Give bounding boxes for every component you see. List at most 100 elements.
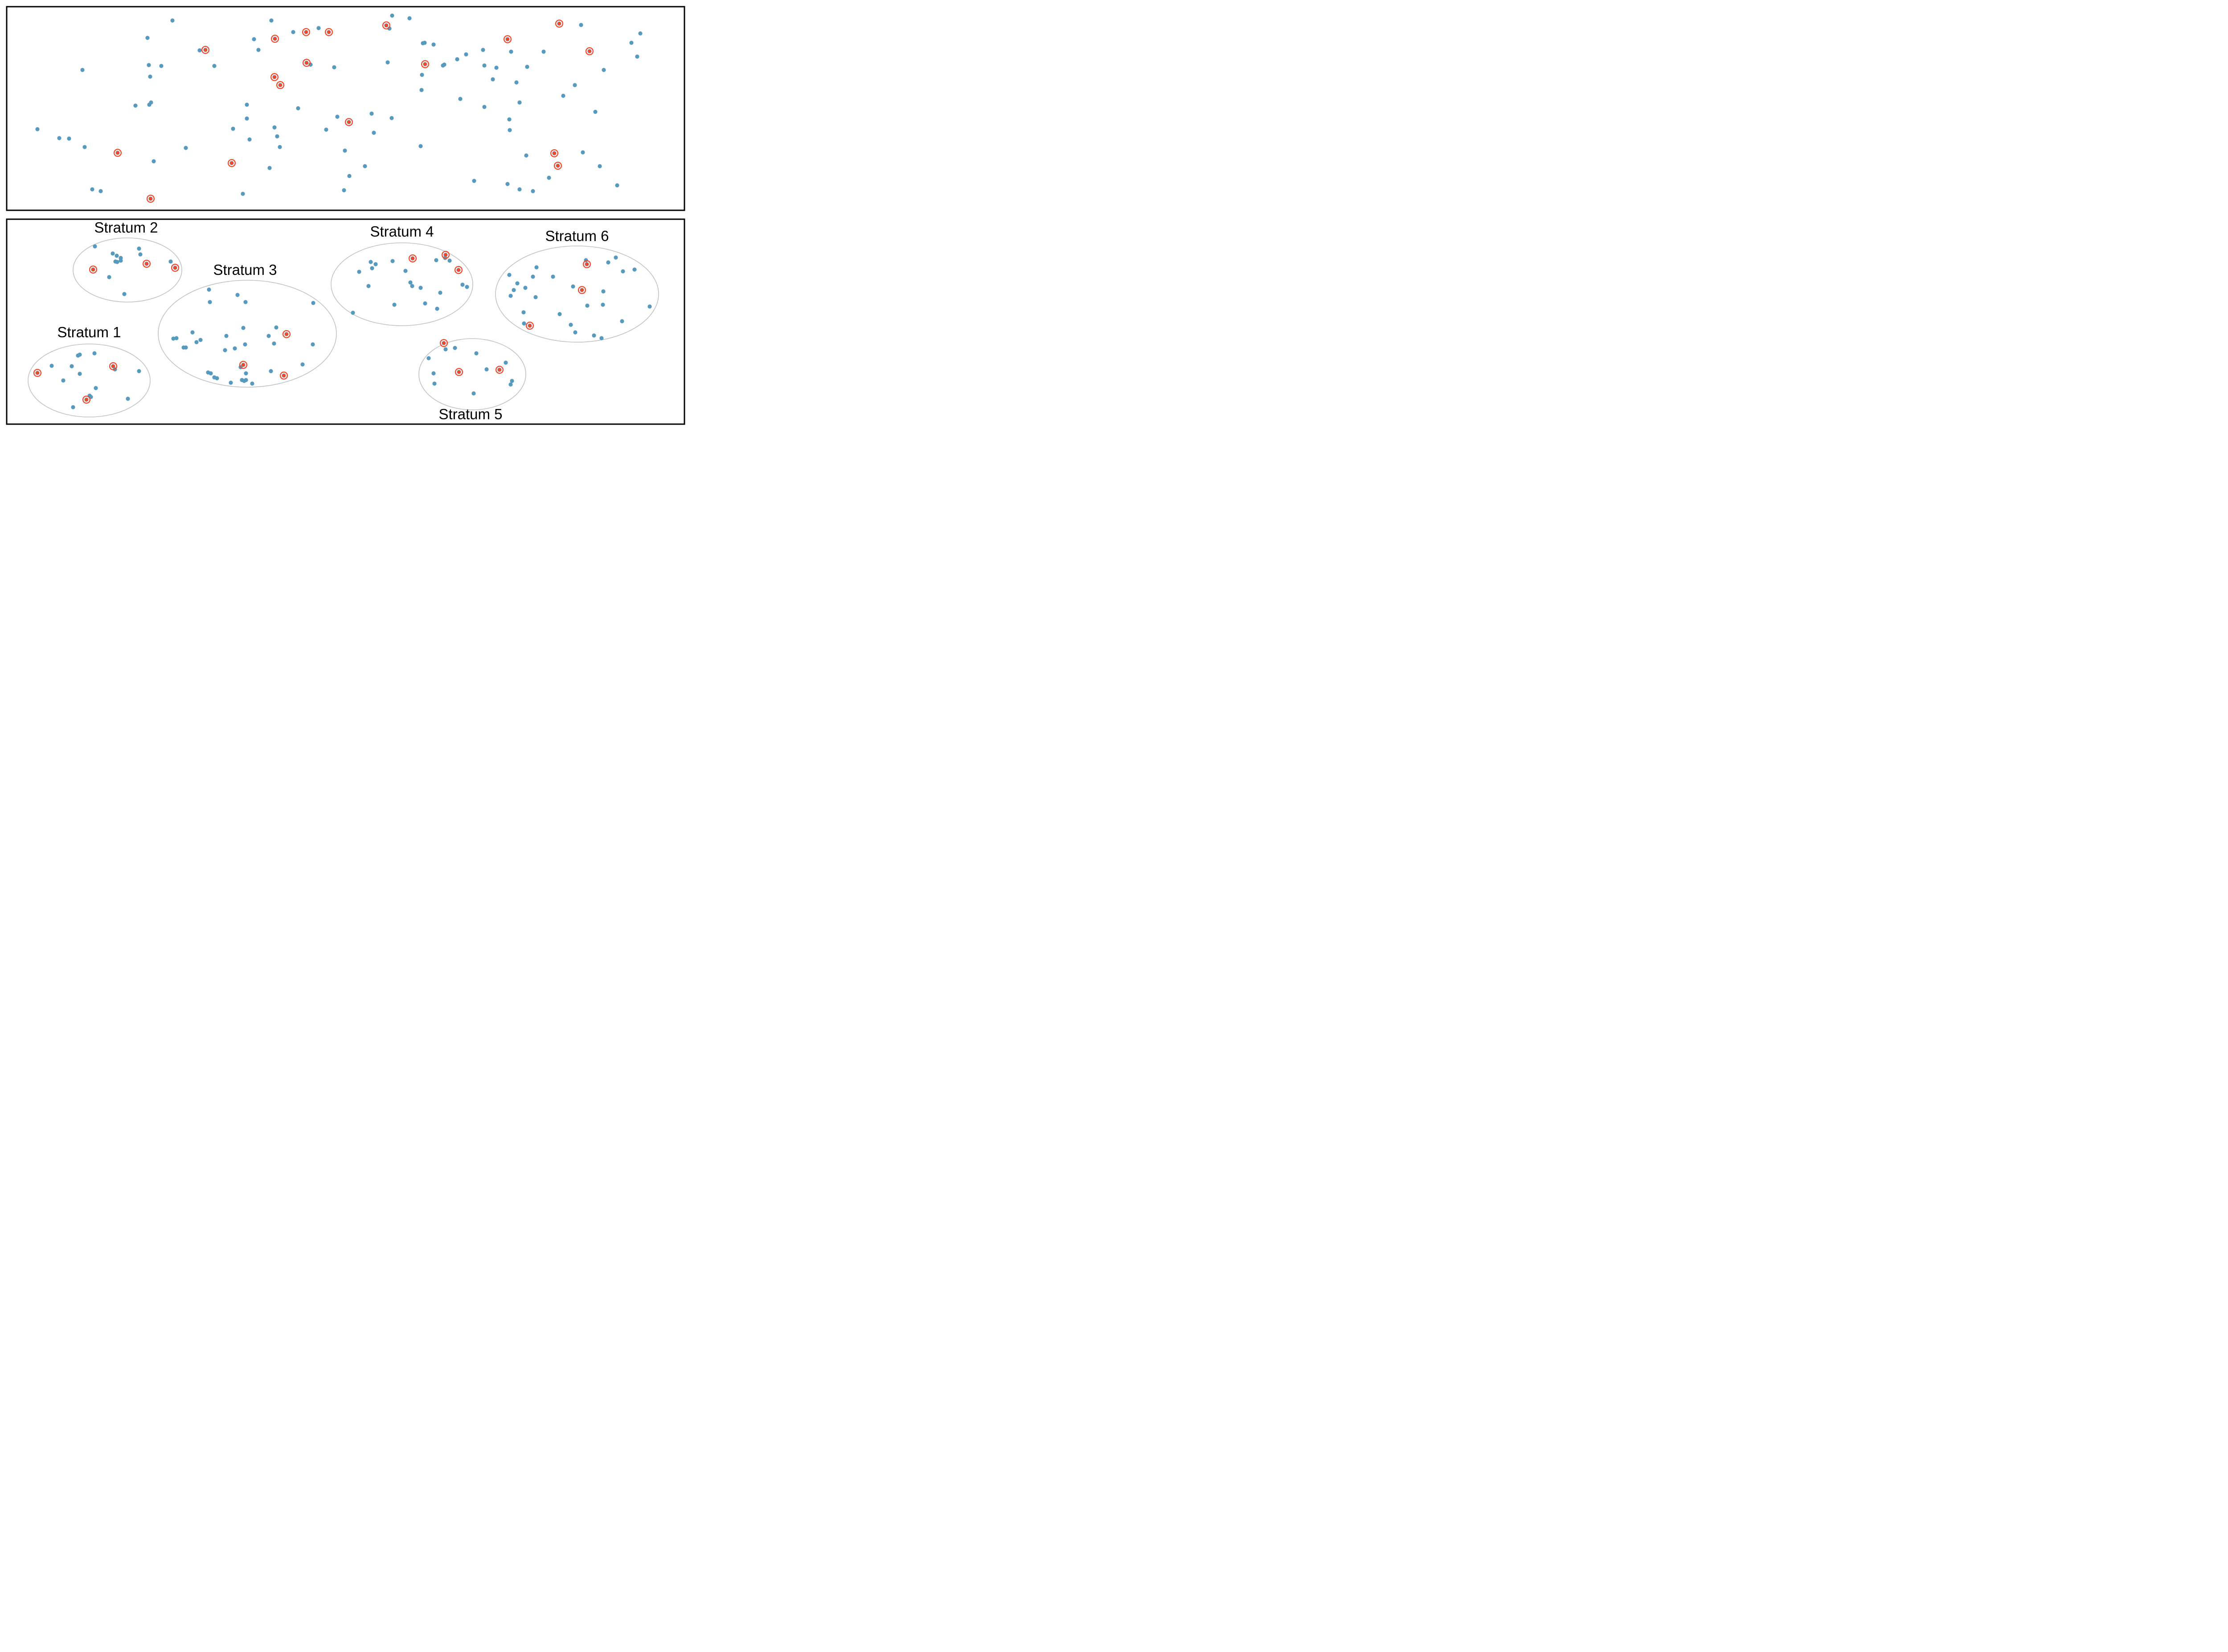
population-point bbox=[92, 351, 97, 356]
sample-dot bbox=[385, 24, 388, 27]
population-point bbox=[420, 73, 424, 77]
stratum-ellipse bbox=[73, 237, 182, 303]
sampled-point-marker bbox=[113, 148, 122, 157]
population-point bbox=[385, 60, 390, 65]
population-point bbox=[505, 182, 510, 186]
sample-dot bbox=[111, 364, 115, 368]
sampled-point-marker bbox=[146, 194, 155, 203]
population-point bbox=[521, 310, 526, 315]
sample-ring bbox=[582, 260, 591, 269]
population-point bbox=[324, 127, 328, 132]
population-point bbox=[98, 189, 103, 193]
population-point bbox=[481, 48, 485, 52]
population-point bbox=[71, 405, 75, 409]
stratum-label: Stratum 2 bbox=[94, 219, 158, 236]
population-point bbox=[197, 48, 202, 53]
sampled-point-marker bbox=[525, 321, 534, 330]
population-point bbox=[438, 290, 442, 295]
population-point bbox=[269, 369, 273, 373]
sample-ring bbox=[279, 371, 288, 380]
population-point bbox=[458, 97, 463, 101]
sample-ring bbox=[525, 321, 534, 330]
population-point bbox=[504, 360, 508, 365]
sampled-point-marker bbox=[408, 254, 417, 263]
population-point bbox=[80, 68, 85, 72]
population-point bbox=[137, 369, 141, 373]
stratum-group-5: Stratum 5 bbox=[418, 338, 526, 422]
sample-dot bbox=[444, 253, 447, 257]
population-point bbox=[159, 64, 164, 68]
population-point bbox=[515, 281, 520, 286]
population-point bbox=[573, 330, 577, 335]
population-point bbox=[541, 49, 546, 54]
population-point bbox=[512, 288, 516, 292]
sample-dot bbox=[553, 151, 556, 155]
stratum-label: Stratum 6 bbox=[545, 228, 609, 244]
population-point bbox=[229, 380, 233, 385]
population-point bbox=[569, 323, 573, 327]
population-point bbox=[115, 260, 119, 264]
sample-dot bbox=[498, 368, 501, 372]
sampled-point-marker bbox=[270, 73, 279, 82]
sample-ring bbox=[302, 58, 311, 67]
sampled-point-marker bbox=[302, 28, 311, 37]
sample-dot bbox=[305, 61, 308, 65]
sampled-point-marker bbox=[421, 60, 430, 69]
population-point bbox=[369, 260, 373, 264]
population-point bbox=[174, 336, 179, 340]
sample-ring bbox=[142, 259, 151, 268]
population-point bbox=[491, 77, 495, 82]
population-point bbox=[296, 106, 300, 110]
population-point bbox=[184, 345, 188, 350]
population-point bbox=[601, 289, 606, 294]
stratum-ellipse bbox=[158, 280, 337, 388]
population-point bbox=[347, 174, 352, 178]
population-point bbox=[599, 336, 604, 340]
population-point bbox=[351, 311, 355, 315]
stratum-group-1: Stratum 1 bbox=[28, 324, 151, 417]
population-point bbox=[332, 65, 336, 70]
sampled-point-marker bbox=[82, 395, 91, 404]
population-point bbox=[224, 334, 229, 338]
population-point bbox=[592, 333, 596, 338]
sample-dot bbox=[585, 262, 589, 266]
population-point bbox=[389, 116, 394, 120]
population-point bbox=[184, 146, 188, 150]
sample-ring bbox=[239, 360, 248, 369]
population-point bbox=[638, 31, 643, 36]
population-point bbox=[366, 284, 371, 288]
population-point bbox=[207, 287, 211, 292]
population-point bbox=[601, 303, 605, 307]
population-point bbox=[410, 284, 414, 288]
sample-dot bbox=[282, 374, 286, 377]
sample-dot bbox=[528, 324, 532, 327]
population-point bbox=[598, 164, 602, 168]
population-point bbox=[431, 42, 436, 47]
population-point bbox=[215, 376, 219, 380]
sample-ring bbox=[89, 265, 98, 274]
population-point bbox=[311, 301, 315, 305]
sample-dot bbox=[273, 37, 277, 41]
sample-ring bbox=[146, 194, 155, 203]
sample-dot bbox=[116, 151, 119, 155]
sampled-point-marker bbox=[89, 265, 98, 274]
population-point bbox=[614, 255, 618, 260]
population-point bbox=[145, 36, 150, 40]
population-point bbox=[620, 319, 624, 323]
sample-ring bbox=[109, 362, 118, 371]
population-point bbox=[93, 244, 97, 249]
sample-ring bbox=[282, 330, 291, 339]
sample-dot bbox=[230, 161, 233, 165]
population-point bbox=[418, 286, 423, 290]
population-point bbox=[245, 116, 249, 121]
stratum-group-6: Stratum 6 bbox=[495, 228, 659, 343]
population-point bbox=[241, 326, 246, 330]
population-point bbox=[70, 364, 74, 368]
stratum-group-3: Stratum 3 bbox=[158, 262, 337, 388]
sample-dot bbox=[304, 30, 308, 34]
population-point bbox=[67, 136, 71, 141]
population-point bbox=[111, 251, 115, 256]
population-point bbox=[387, 26, 392, 31]
population-point bbox=[573, 83, 577, 87]
sample-ring bbox=[585, 47, 594, 56]
